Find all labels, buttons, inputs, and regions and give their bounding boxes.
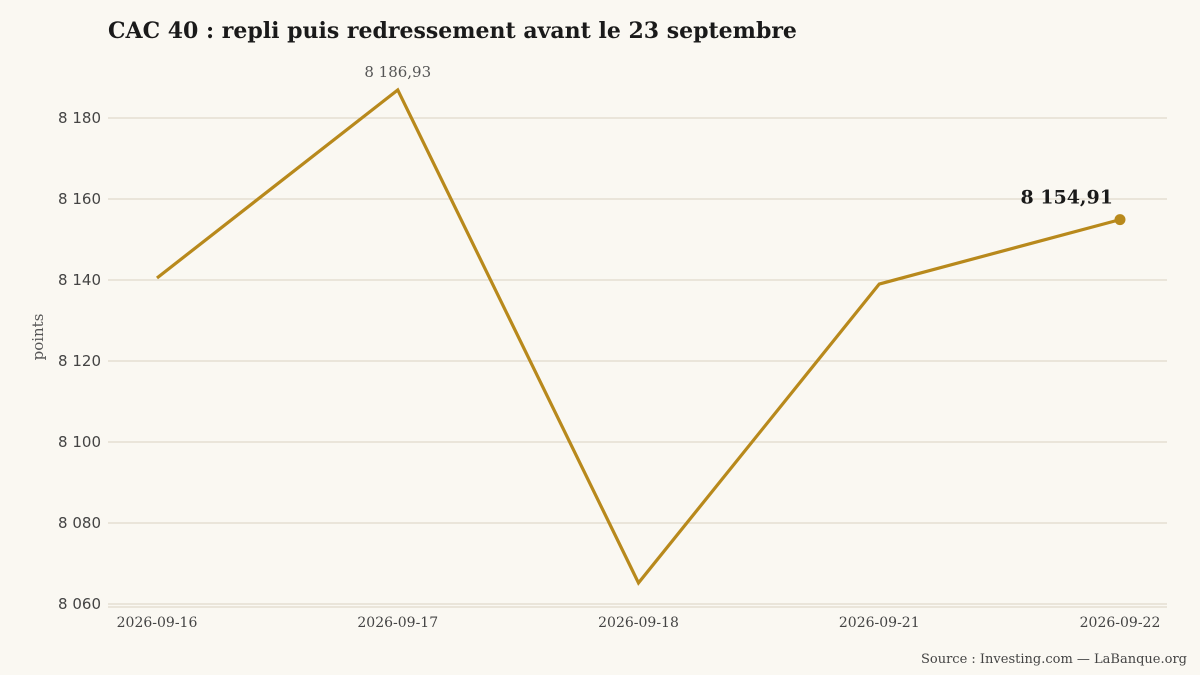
y-tick-label: 8 100 (58, 433, 101, 451)
y-tick-label: 8 180 (58, 109, 101, 127)
y-tick-label: 8 060 (58, 595, 101, 613)
peak-value-label: 8 186,93 (364, 63, 431, 81)
chart-title: CAC 40 : repli puis redressement avant l… (108, 18, 797, 44)
x-tick-label: 2026-09-16 (117, 615, 198, 631)
source-credit: Source : Investing.com — LaBanque.org (920, 652, 1187, 667)
y-tick-label: 8 080 (58, 514, 101, 532)
x-tick-label: 2026-09-17 (357, 615, 438, 631)
x-tick-label: 2026-09-22 (1080, 615, 1161, 631)
last-point-marker (1114, 214, 1126, 226)
series-line (156, 87, 1121, 586)
last-value-label: 8 154,91 (1020, 187, 1113, 209)
y-axis-ticks: 8 060 8 080 8 100 8 120 8 140 8 160 8 180 (58, 109, 101, 613)
y-tick-label: 8 160 (58, 190, 101, 208)
y-axis-label: points (29, 314, 47, 361)
y-tick-label: 8 120 (58, 352, 101, 370)
x-tick-label: 2026-09-18 (598, 615, 679, 631)
series-layer (156, 87, 1126, 586)
annotations: 8 186,93 8 154,91 (364, 63, 1113, 209)
y-tick-label: 8 140 (58, 271, 101, 289)
gridlines (108, 117, 1167, 608)
x-tick-label: 2026-09-21 (839, 615, 920, 631)
x-axis-ticks: 2026-09-16 2026-09-17 2026-09-18 2026-09-21… (117, 615, 1161, 631)
